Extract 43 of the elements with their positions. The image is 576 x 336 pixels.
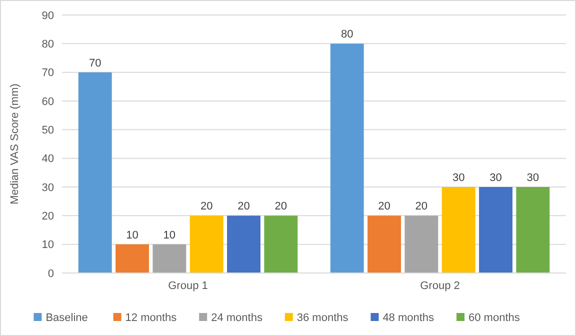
data-label: 20 [274,200,288,213]
bar [190,216,224,273]
y-tick-label: 90 [42,10,54,22]
y-tick-label: 0 [48,268,54,280]
legend-label: 24 months [211,312,263,324]
data-label: 30 [452,172,465,184]
bar [404,216,438,273]
y-tick-label: 60 [42,96,54,108]
x-tick-label: Group 1 [168,280,208,292]
bar [479,187,512,273]
legend-label: 36 months [296,312,349,324]
legend-label: 60 months [468,312,520,324]
data-label: 20 [238,200,250,213]
data-label: 30 [490,172,502,184]
bar [152,244,186,273]
x-tick-label: Group 2 [420,280,460,292]
data-label: 10 [163,229,176,242]
y-tick-label: 20 [42,210,54,223]
bar [78,72,112,273]
bar [516,187,550,273]
bar [227,216,260,273]
legend-label: Baseline [46,312,88,324]
bar [116,244,149,273]
bar [368,216,401,273]
data-label: 20 [378,200,390,213]
y-tick-label: 40 [42,153,54,166]
y-tick-label: 70 [42,67,54,80]
y-tick-label: 30 [42,182,54,194]
legend-label: 48 months [382,312,435,324]
data-label: 80 [340,28,354,41]
data-label: 30 [526,172,540,184]
y-tick-label: 80 [42,38,54,51]
bar [264,216,298,273]
y-tick-label: 50 [42,124,54,137]
bar [330,44,364,273]
y-axis-title: Median VAS Score (mm) [9,84,21,204]
y-tick-label: 10 [42,239,54,252]
data-label: 70 [88,57,102,70]
bar [442,187,476,273]
data-label: 20 [415,200,428,213]
data-label: 10 [126,229,138,242]
legend-label: 12 months [125,312,178,324]
data-label: 20 [200,200,213,213]
